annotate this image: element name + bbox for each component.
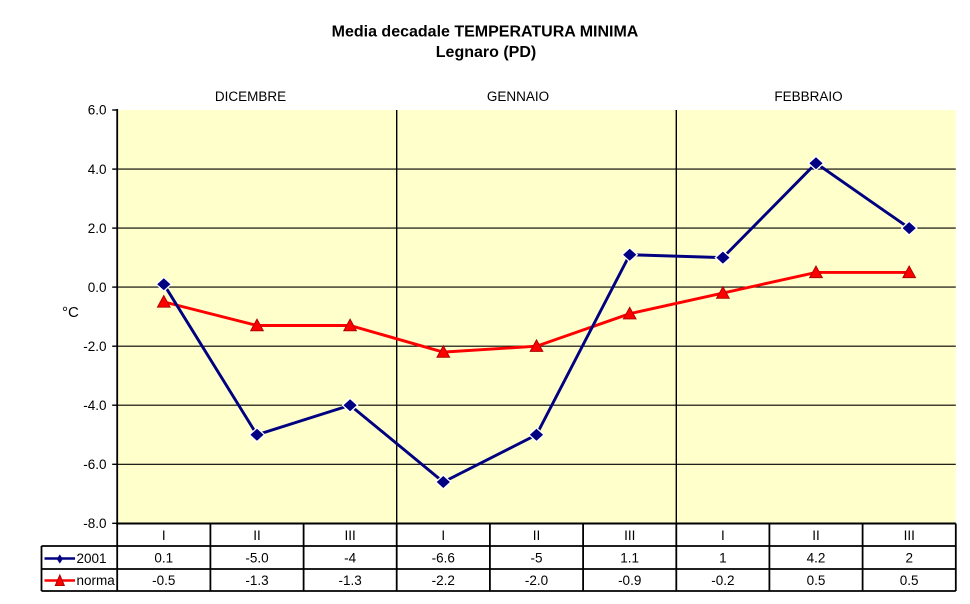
svg-text:-6.6: -6.6 [432,551,455,566]
svg-text:1.1: 1.1 [620,551,639,566]
svg-text:-2.0: -2.0 [83,339,106,354]
svg-text:2.0: 2.0 [88,221,107,236]
svg-text:-6.0: -6.0 [83,457,106,472]
svg-text:II: II [533,528,541,543]
svg-text:II: II [253,528,261,543]
svg-text:-0.5: -0.5 [152,573,175,588]
svg-text:-5.0: -5.0 [245,551,268,566]
svg-text:-2.0: -2.0 [525,573,548,588]
svg-text:6.0: 6.0 [88,103,107,118]
svg-text:GENNAIO: GENNAIO [487,89,549,104]
svg-text:1: 1 [719,551,727,566]
svg-text:-1.3: -1.3 [338,573,361,588]
svg-text:FEBBRAIO: FEBBRAIO [774,89,842,104]
svg-text:III: III [624,528,635,543]
svg-text:Media decadale TEMPERATURA MIN: Media decadale TEMPERATURA MINIMA [332,24,639,41]
svg-text:-0.9: -0.9 [618,573,641,588]
svg-text:4.2: 4.2 [807,551,826,566]
svg-text:-4: -4 [344,551,356,566]
svg-text:-8.0: -8.0 [83,516,106,531]
svg-text:III: III [904,528,915,543]
svg-text:-2.2: -2.2 [432,573,455,588]
svg-text:II: II [812,528,820,543]
svg-text:°C: °C [62,304,79,321]
svg-text:norma: norma [77,573,116,588]
svg-text:I: I [441,528,445,543]
svg-text:2: 2 [905,551,913,566]
svg-text:DICEMBRE: DICEMBRE [215,89,286,104]
svg-text:2001: 2001 [77,551,107,566]
svg-text:4.0: 4.0 [88,162,107,177]
svg-text:I: I [721,528,725,543]
svg-text:-1.3: -1.3 [245,573,268,588]
svg-text:0.5: 0.5 [900,573,919,588]
svg-text:-0.2: -0.2 [711,573,734,588]
svg-text:-5: -5 [530,551,542,566]
svg-text:III: III [344,528,355,543]
svg-text:0.0: 0.0 [88,280,107,295]
svg-text:0.5: 0.5 [807,573,826,588]
svg-text:0.1: 0.1 [154,551,173,566]
svg-text:I: I [162,528,166,543]
svg-text:Legnaro (PD): Legnaro (PD) [436,44,536,61]
svg-text:-4.0: -4.0 [83,398,106,413]
